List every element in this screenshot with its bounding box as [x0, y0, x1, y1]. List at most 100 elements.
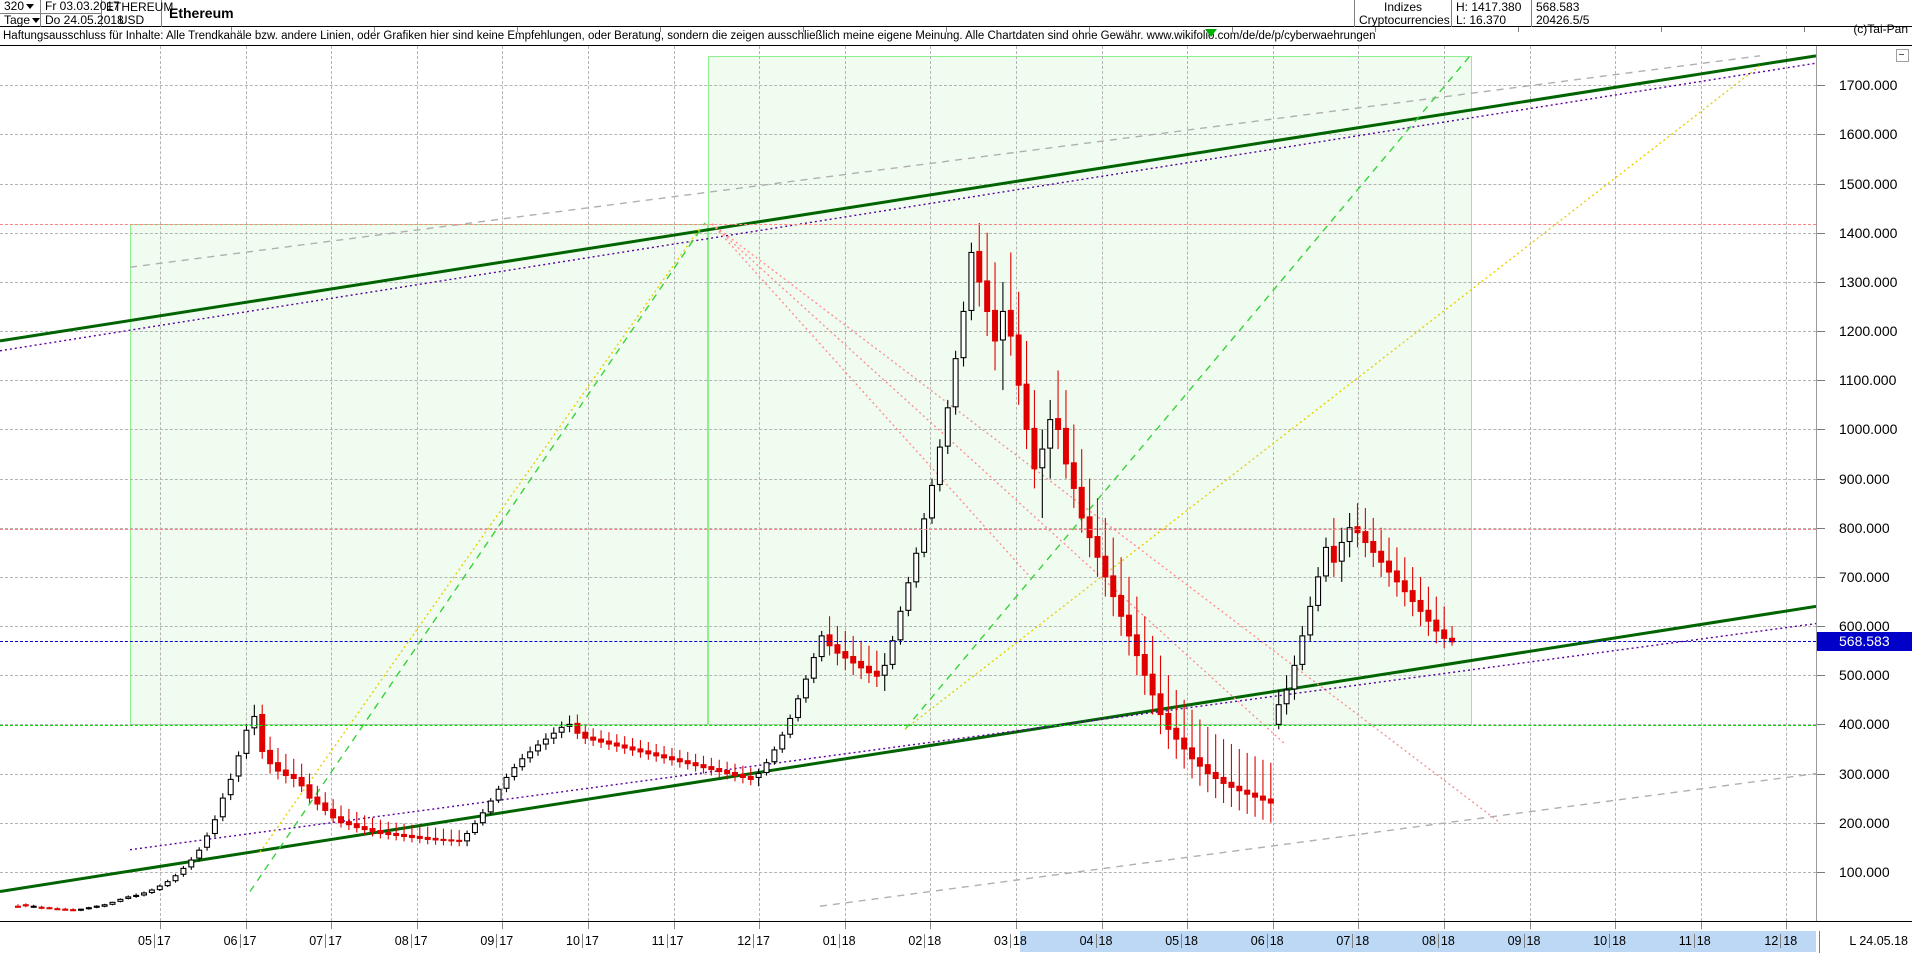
candle: [826, 616, 833, 656]
candle: [739, 765, 746, 784]
candle: [763, 758, 770, 776]
candle-body: [401, 833, 408, 837]
candle-body: [77, 908, 84, 911]
strip-tick: [1804, 27, 1805, 32]
date-axis-label: 07 18: [1336, 934, 1370, 948]
candle: [290, 758, 297, 788]
candle: [1244, 752, 1251, 814]
candle: [976, 222, 983, 307]
candle-body: [1393, 570, 1400, 583]
date-axis-label: 01 18: [822, 934, 856, 948]
candle: [322, 792, 329, 816]
candle: [1267, 762, 1274, 823]
candle-body: [842, 651, 849, 659]
candle-body: [1252, 792, 1259, 798]
yellow-fan-2: [904, 65, 1761, 730]
candle: [1102, 517, 1109, 597]
chevron-down-icon[interactable]: [32, 18, 41, 23]
symbol-cell[interactable]: ETHEREUM USD: [102, 0, 173, 27]
candle: [1433, 596, 1440, 644]
candle: [259, 704, 266, 759]
candle-body: [30, 905, 37, 908]
period-selector[interactable]: 320 Tage: [0, 0, 41, 27]
candle: [590, 728, 597, 746]
candle-body: [984, 280, 991, 312]
candle: [1173, 689, 1180, 759]
candle: [180, 865, 187, 877]
period-high: H: 1417.380: [1456, 0, 1522, 14]
candle-body: [1102, 555, 1109, 578]
date-axis-label: 06 18: [1250, 934, 1284, 948]
candle: [282, 753, 289, 784]
date-range-selection[interactable]: [1020, 931, 1816, 952]
chevron-down-icon[interactable]: [26, 4, 35, 9]
upper-purple-parallel: [0, 62, 1816, 352]
candle: [613, 734, 620, 752]
date-axis[interactable]: L 24.05.18 05 17 06 17 07 17 08 17 09 17 10 17 11 17 1…: [0, 921, 1912, 953]
candle-body: [889, 640, 896, 665]
candle-body: [440, 838, 447, 841]
candle-body: [479, 812, 486, 824]
axis-tick: [1817, 281, 1825, 283]
candle: [897, 606, 904, 645]
candle: [408, 824, 415, 843]
candle: [668, 747, 675, 766]
candle-body: [1023, 383, 1030, 430]
candle: [1031, 390, 1038, 489]
gridline-horizontal: [0, 134, 1816, 136]
candle: [1039, 429, 1046, 518]
candle: [1338, 527, 1345, 582]
candle-body: [188, 859, 195, 868]
period-unit-row[interactable]: Tage: [0, 13, 41, 27]
candle-body: [1118, 595, 1125, 617]
candle-body: [1299, 635, 1306, 665]
candle-body: [747, 775, 754, 780]
candle: [873, 650, 880, 688]
candle-body: [542, 738, 549, 745]
date-range[interactable]: Fr 03.03.2017 Do 24.05.2018: [41, 0, 124, 27]
candle-body: [1094, 536, 1101, 558]
candle: [243, 724, 250, 759]
gridline-vertical: [1187, 46, 1189, 921]
candle: [1157, 655, 1164, 735]
candle-body: [267, 749, 274, 765]
group-cell[interactable]: Indizes Cryptocurrencies: [1355, 0, 1452, 27]
strip-tick: [517, 27, 518, 32]
candle: [653, 744, 660, 762]
strip-tick: [1661, 27, 1662, 32]
candle: [747, 767, 754, 786]
candle-body: [235, 755, 242, 777]
candle: [598, 730, 605, 748]
axis-tick: [759, 922, 761, 929]
candle-body: [1275, 704, 1282, 725]
candle: [684, 751, 691, 770]
collapse-icon[interactable]: [1896, 49, 1909, 62]
disclaimer-text: Haftungsausschluss für Inhalte: Alle Tre…: [3, 30, 1376, 42]
candle-body: [1283, 689, 1290, 705]
candle-body: [172, 875, 179, 882]
candle: [353, 811, 360, 833]
axis-tick: [1187, 922, 1189, 929]
chart-canvas[interactable]: [0, 46, 1816, 921]
chart-plot-area[interactable]: [0, 46, 1816, 921]
candle: [22, 903, 29, 908]
candle: [464, 830, 471, 847]
candle-body: [739, 773, 746, 779]
price-axis[interactable]: 1700.000 1600.000 1500.000 1400.000 1300.000…: [1816, 46, 1912, 921]
candle-body: [70, 909, 77, 912]
candle-body: [684, 760, 691, 765]
candle: [227, 773, 234, 801]
candle-body: [802, 678, 809, 699]
period-value-row[interactable]: 320: [0, 0, 40, 13]
candle: [865, 645, 872, 684]
candle: [1299, 626, 1306, 671]
candle-body: [46, 907, 53, 910]
candle: [905, 576, 912, 617]
candle-body: [1228, 781, 1235, 788]
candle-body: [629, 746, 636, 751]
candle-body: [243, 729, 250, 754]
candle: [495, 785, 502, 804]
current-price-badge[interactable]: 568.583: [1817, 632, 1912, 652]
candle-body: [1236, 785, 1243, 792]
candle-body: [464, 832, 471, 842]
